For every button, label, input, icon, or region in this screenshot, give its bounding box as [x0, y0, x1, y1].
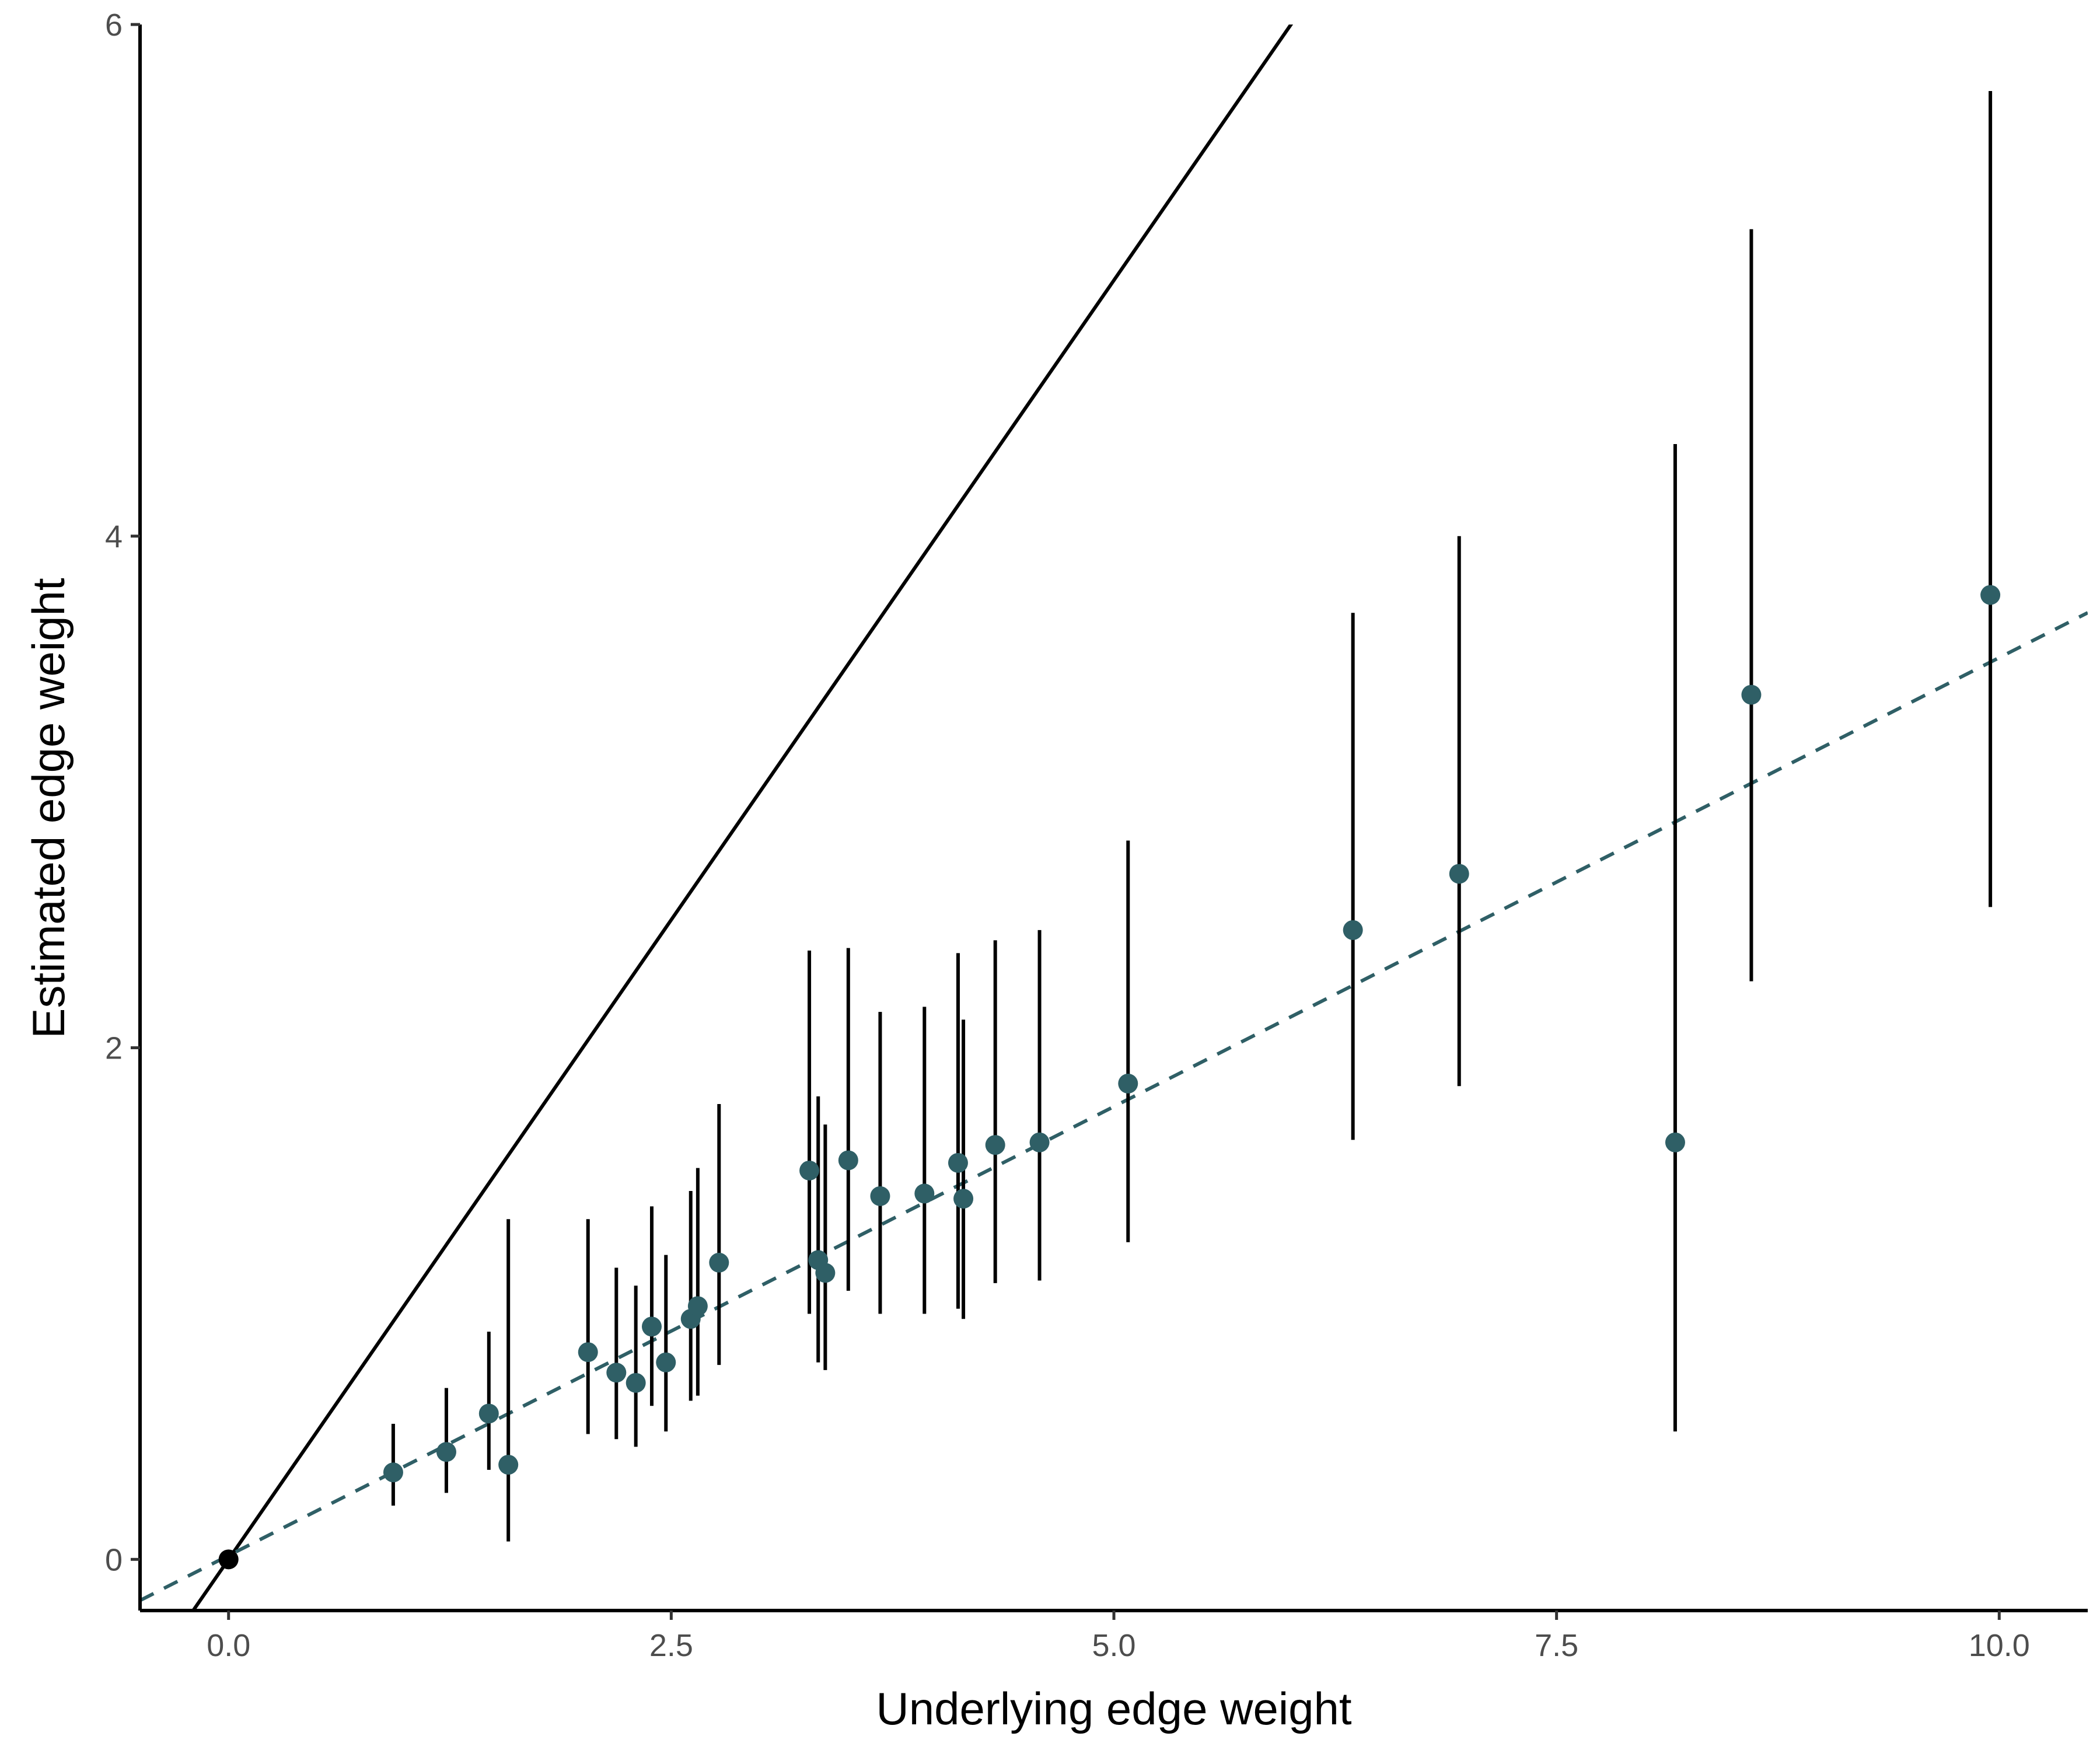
- data-point-7: [626, 1372, 646, 1393]
- reference-lines: [140, 25, 2088, 1611]
- x-axis-title: Underlying edge weight: [876, 1683, 1352, 1734]
- axes: 0.0 2.5 5.0 7.5 10.0 0 2 4 6: [105, 8, 2088, 1663]
- data-point-22: [1029, 1132, 1050, 1152]
- y-axis-title: Estimated edge weight: [23, 578, 74, 1038]
- data-point-18: [914, 1183, 935, 1204]
- plot-area: [140, 25, 2088, 1611]
- data-point-2: [436, 1442, 456, 1462]
- data-point-13: [799, 1160, 820, 1180]
- data-points: [218, 585, 2001, 1570]
- x-ticks: 0.0 2.5 5.0 7.5 10.0: [207, 1611, 2030, 1663]
- y-tick-label-3: 4: [105, 519, 123, 554]
- data-point-17: [870, 1186, 890, 1206]
- x-tick-label-3: 5.0: [1092, 1628, 1135, 1663]
- data-point-21: [985, 1135, 1005, 1155]
- data-point-23: [1118, 1073, 1138, 1094]
- x-tick-label-4: 7.5: [1535, 1628, 1578, 1663]
- data-point-9: [656, 1352, 676, 1372]
- data-point-16: [838, 1150, 858, 1171]
- data-point-1: [383, 1462, 403, 1483]
- data-point-11: [687, 1296, 708, 1316]
- error-bars: [391, 90, 1993, 1542]
- y-tick-label-1: 0: [105, 1542, 123, 1577]
- identity-line: [191, 25, 1294, 1611]
- data-point-3: [478, 1403, 499, 1424]
- data-point-19: [948, 1152, 968, 1173]
- data-point-15: [815, 1263, 836, 1283]
- x-tick-label-1: 0.0: [207, 1628, 250, 1663]
- data-point-24: [1343, 920, 1363, 940]
- data-point-20: [953, 1189, 974, 1209]
- data-point-26: [1665, 1132, 1685, 1152]
- x-tick-label-2: 2.5: [649, 1628, 693, 1663]
- y-tick-label-4: 6: [105, 8, 123, 43]
- origin-point: [218, 1549, 239, 1570]
- data-point-5: [578, 1342, 598, 1363]
- x-tick-label-5: 10.0: [1969, 1628, 2030, 1663]
- fit-line: [140, 611, 2088, 1602]
- data-point-4: [498, 1455, 519, 1475]
- data-point-28: [1980, 585, 2001, 605]
- data-point-12: [709, 1252, 729, 1273]
- y-tick-label-2: 2: [105, 1031, 123, 1066]
- y-ticks: 0 2 4 6: [105, 8, 140, 1577]
- data-point-6: [606, 1363, 627, 1383]
- data-point-27: [1741, 684, 1762, 705]
- data-point-25: [1449, 864, 1469, 884]
- data-point-8: [641, 1316, 662, 1337]
